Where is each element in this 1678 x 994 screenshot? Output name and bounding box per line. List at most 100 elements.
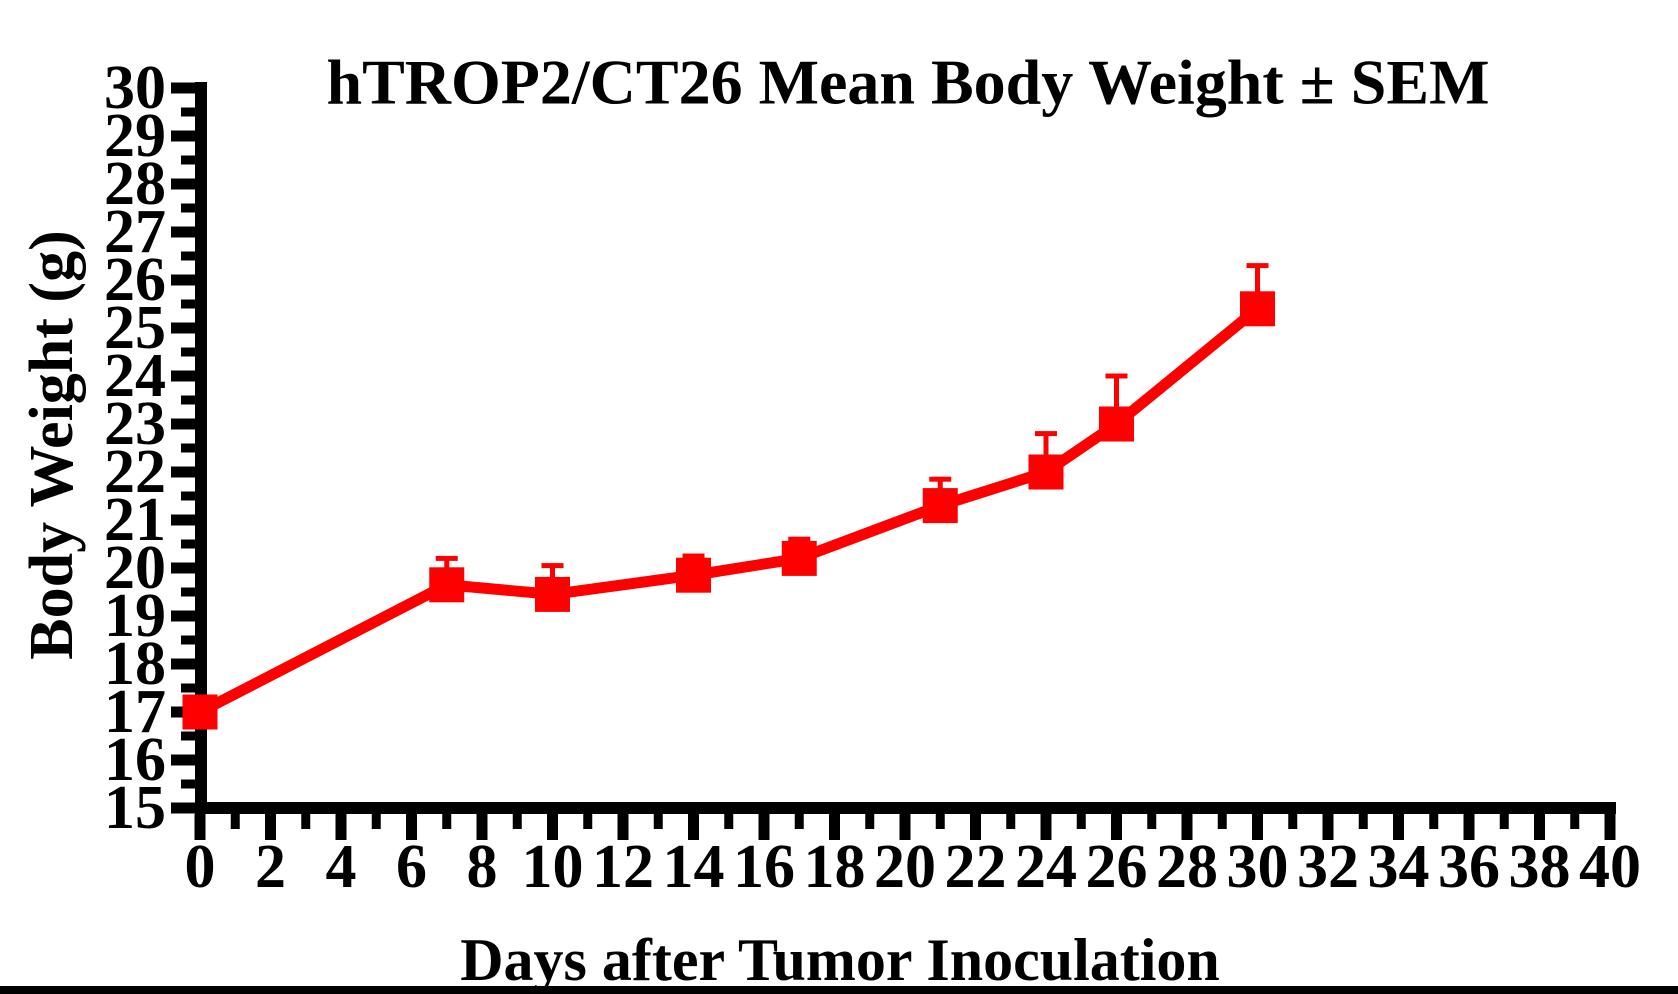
x-major-tick — [1181, 814, 1193, 840]
x-major-tick — [970, 814, 981, 840]
x-tick-label: 32 — [1297, 833, 1359, 901]
error-bar-cap — [788, 536, 811, 542]
data-point-marker — [535, 576, 570, 612]
y-major-tick — [171, 178, 197, 190]
y-major-tick — [171, 322, 197, 334]
data-point-marker — [781, 540, 817, 576]
error-bar-whisker — [1043, 433, 1049, 472]
x-major-tick — [1534, 814, 1545, 840]
y-major-tick — [171, 514, 197, 526]
x-tick-label: 40 — [1579, 833, 1641, 901]
x-major-tick — [1322, 814, 1334, 840]
x-tick-label: 6 — [396, 833, 427, 901]
x-major-tick — [829, 814, 840, 840]
y-tick-label: 17 — [104, 678, 166, 746]
x-major-tick — [406, 814, 417, 840]
error-bar-cap — [541, 563, 564, 569]
y-minor-tick — [181, 587, 197, 597]
y-tick-label: 20 — [104, 534, 166, 602]
x-major-tick — [1111, 814, 1122, 840]
x-tick-label: 4 — [326, 833, 357, 901]
x-major-tick — [1040, 814, 1052, 840]
x-major-tick — [899, 814, 911, 840]
x-major-tick — [1463, 814, 1475, 840]
x-major-tick — [1393, 814, 1404, 840]
x-minor-tick — [1288, 814, 1298, 829]
x-minor-tick — [512, 814, 522, 829]
y-tick-label: 15 — [104, 774, 166, 842]
y-axis-title: Body Weight (g) — [18, 230, 86, 659]
x-tick-label: 38 — [1509, 833, 1571, 901]
y-major-tick — [171, 370, 197, 382]
y-minor-tick — [181, 299, 197, 309]
x-axis-line — [195, 802, 1616, 814]
y-minor-tick — [181, 443, 197, 453]
error-bar-cap — [929, 476, 952, 482]
x-minor-tick — [442, 814, 452, 829]
y-tick-label: 22 — [104, 438, 166, 506]
x-tick-label: 12 — [592, 833, 654, 901]
x-major-tick — [1604, 814, 1616, 840]
data-point-marker — [1240, 291, 1275, 327]
x-minor-tick — [371, 814, 381, 829]
y-minor-tick — [181, 491, 197, 501]
x-minor-tick — [301, 814, 311, 829]
x-tick-label: 34 — [1368, 833, 1430, 901]
y-minor-tick — [181, 779, 197, 789]
y-major-tick — [171, 274, 197, 286]
x-major-tick — [758, 814, 770, 840]
data-point-marker — [182, 694, 218, 730]
y-major-tick — [171, 562, 197, 574]
x-major-tick — [1252, 814, 1263, 840]
y-tick-label: 24 — [104, 342, 166, 410]
x-minor-tick — [1076, 814, 1086, 829]
series-line — [197, 304, 1261, 717]
x-tick-label: 28 — [1156, 833, 1218, 901]
y-major-tick — [171, 466, 197, 478]
y-tick-label: 26 — [104, 246, 166, 314]
y-tick-label: 19 — [104, 582, 166, 650]
x-minor-tick — [724, 814, 734, 829]
y-tick-label: 23 — [104, 390, 166, 458]
y-minor-tick — [181, 683, 197, 693]
y-tick-label: 28 — [104, 150, 166, 218]
y-major-tick — [171, 82, 197, 94]
x-tick-label: 2 — [255, 833, 286, 901]
bottom-border-bar — [0, 986, 1678, 994]
x-tick-label: 20 — [874, 833, 936, 901]
x-tick-label: 30 — [1227, 833, 1289, 901]
y-tick-label: 16 — [104, 726, 166, 794]
x-tick-label: 18 — [804, 833, 866, 901]
y-minor-tick — [181, 731, 197, 741]
x-tick-label: 10 — [522, 833, 584, 901]
error-bar-cap — [682, 553, 705, 559]
x-minor-tick — [794, 814, 804, 829]
x-minor-tick — [1358, 814, 1368, 829]
y-major-tick — [171, 130, 197, 142]
y-minor-tick — [181, 107, 197, 117]
x-tick-label: 14 — [663, 833, 725, 901]
error-bar-whisker — [1114, 376, 1119, 424]
y-major-tick — [171, 754, 197, 766]
x-major-tick — [335, 814, 347, 840]
y-minor-tick — [181, 635, 197, 645]
x-minor-tick — [1429, 814, 1439, 829]
y-minor-tick — [181, 155, 197, 165]
x-tick-label: 26 — [1086, 833, 1148, 901]
markers-group — [182, 291, 1275, 730]
error-bar-cap — [1246, 263, 1269, 269]
x-tick-label: 16 — [733, 833, 795, 901]
series-line-group — [197, 304, 1261, 717]
x-tick-label: 8 — [467, 833, 498, 901]
x-tick-label: 24 — [1015, 833, 1077, 901]
x-major-tick — [547, 814, 558, 840]
data-point-marker — [1028, 454, 1064, 490]
y-major-tick — [171, 802, 197, 814]
y-minor-tick — [181, 395, 197, 405]
y-major-tick — [171, 610, 197, 622]
y-axis-line — [195, 82, 207, 814]
y-tick-label: 27 — [104, 198, 166, 266]
